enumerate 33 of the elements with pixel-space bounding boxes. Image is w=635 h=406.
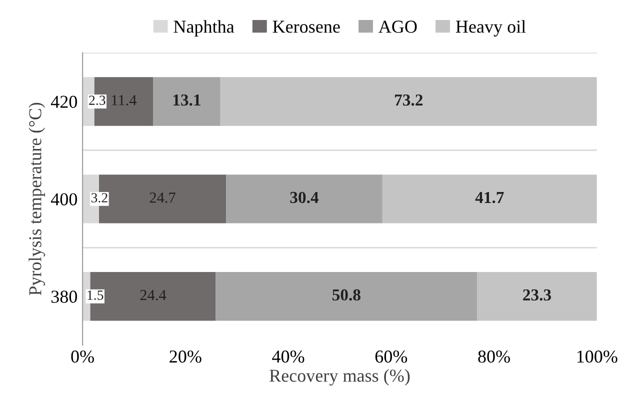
x-tick-label: 0%	[71, 350, 94, 363]
y-tick-label: 420	[50, 96, 77, 108]
data-label: 24.4	[140, 290, 166, 300]
data-label: 1.5	[88, 290, 104, 300]
bar	[226, 174, 382, 224]
data-label: 11.4	[112, 95, 137, 106]
x-tick-label: 60%	[375, 350, 408, 363]
legend-label: Heavy oil	[456, 20, 526, 37]
bar	[382, 174, 597, 224]
y-tick-label: 400	[50, 193, 77, 206]
data-label: 13.1	[173, 94, 200, 106]
y-axis-title: Pyrolysis temperature (°C)	[28, 102, 46, 296]
data-label: 2.3	[89, 96, 106, 106]
bar	[477, 272, 597, 321]
legend-label: Naphtha	[174, 20, 234, 36]
bar	[153, 77, 220, 126]
data-label: 30.4	[290, 192, 319, 204]
data-label: 41.7	[475, 192, 504, 204]
data-label: 73.2	[395, 94, 423, 106]
x-tick-label: 40%	[272, 350, 304, 363]
data-label: 23.3	[523, 289, 551, 301]
bar	[216, 272, 478, 321]
legend-label: Kerosene	[272, 20, 340, 33]
x-axis-title: Recovery mass (%)	[270, 369, 410, 386]
bar	[220, 77, 597, 126]
y-tick-label: 380	[51, 290, 77, 303]
legend-label: AGO	[378, 20, 417, 33]
x-tick-label: 100%	[577, 350, 618, 363]
x-tick-label: 20%	[170, 350, 202, 363]
data-label: 24.7	[150, 192, 176, 203]
data-label: 3.2	[91, 193, 108, 202]
data-label: 50.8	[332, 289, 360, 301]
x-tick-label: 80%	[478, 350, 510, 363]
